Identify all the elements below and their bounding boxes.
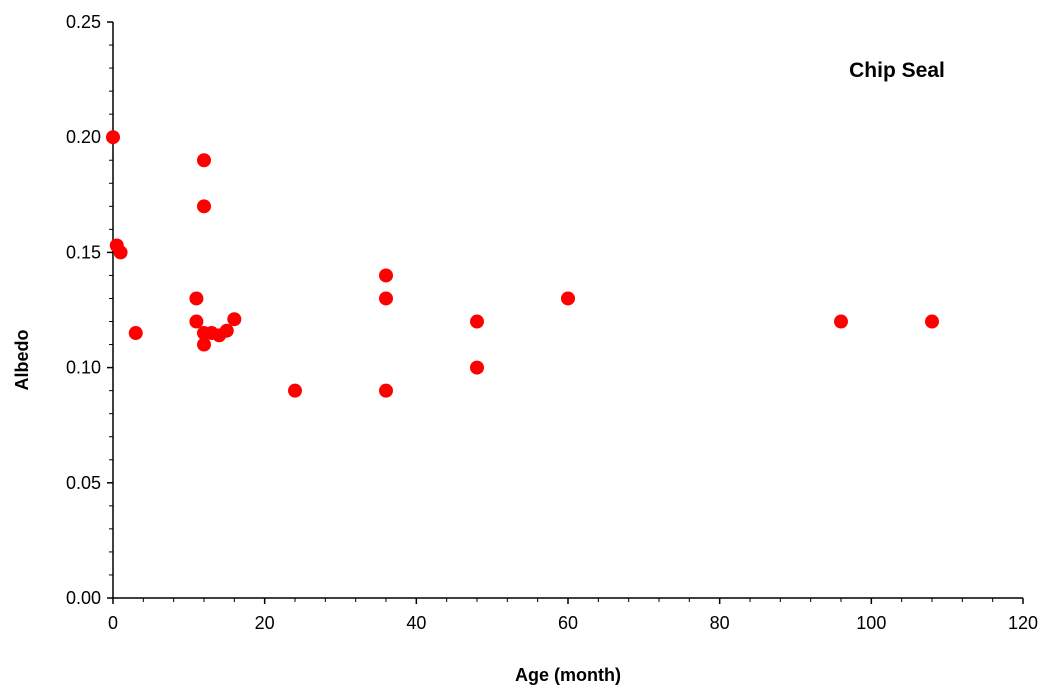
y-tick-label: 0.05 — [66, 473, 101, 493]
y-axis-title: Albedo — [12, 329, 32, 390]
x-tick-label: 0 — [108, 613, 118, 633]
chart-annotation: Chip Seal — [849, 59, 945, 82]
x-tick-label: 20 — [255, 613, 275, 633]
data-point — [925, 314, 939, 329]
minor-ticks — [109, 44, 994, 602]
data-point — [470, 360, 484, 375]
data-point — [189, 291, 204, 306]
y-tick-label: 0.25 — [66, 12, 101, 32]
x-tick-label: 80 — [710, 613, 730, 633]
data-point — [379, 383, 393, 398]
data-point — [288, 383, 302, 398]
data-point — [834, 314, 848, 329]
y-tick-label: 0.00 — [66, 588, 101, 608]
x-axis-title: Age (month) — [515, 665, 621, 685]
x-tick-labels: 0 20 40 60 80 100 120 — [108, 613, 1038, 633]
data-point — [219, 323, 234, 338]
x-tick-label: 60 — [558, 613, 578, 633]
data-point — [470, 314, 484, 329]
data-point — [189, 314, 204, 329]
y-tick-labels: 0.00 0.05 0.10 0.15 0.20 0.25 — [66, 12, 101, 608]
data-point — [227, 312, 242, 327]
data-point — [379, 291, 393, 306]
x-tick-label: 100 — [856, 613, 886, 633]
y-tick-label: 0.10 — [66, 358, 101, 378]
data-points — [106, 130, 939, 398]
data-point — [197, 199, 211, 214]
data-point — [113, 245, 128, 260]
data-point — [197, 153, 211, 168]
x-tick-label: 40 — [406, 613, 426, 633]
data-point — [128, 326, 143, 341]
data-point — [197, 337, 211, 352]
major-ticks — [107, 21, 1024, 604]
data-point — [379, 268, 393, 283]
y-tick-label: 0.20 — [66, 127, 101, 147]
data-point — [106, 130, 120, 145]
x-tick-label: 120 — [1008, 613, 1038, 633]
data-point — [561, 291, 575, 306]
y-tick-label: 0.15 — [66, 242, 101, 262]
